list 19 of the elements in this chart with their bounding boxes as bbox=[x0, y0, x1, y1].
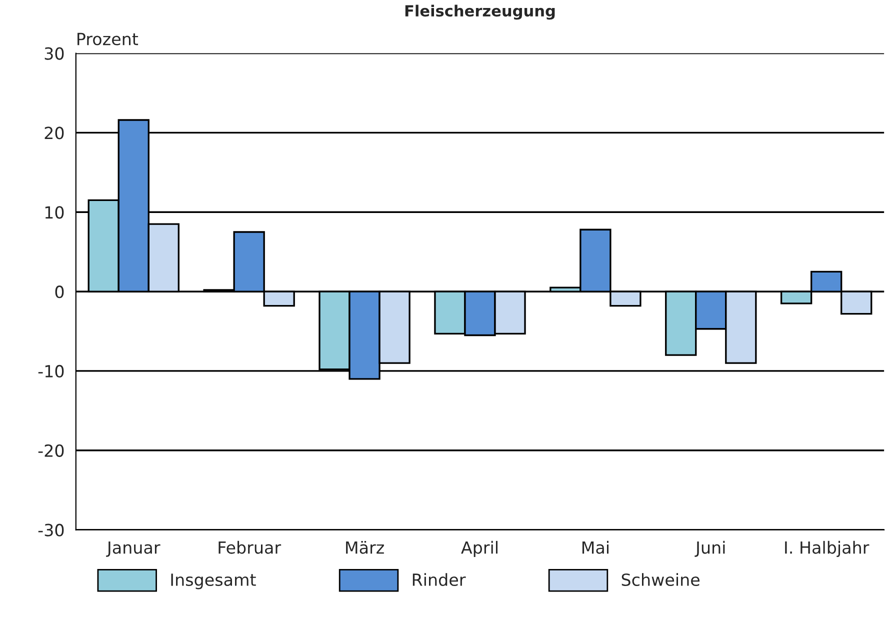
legend-label: Insgesamt bbox=[171, 574, 256, 590]
x-tick-label: Februar bbox=[218, 540, 282, 554]
y-tick-label: 10 bbox=[45, 206, 64, 219]
y-tick-label: -30 bbox=[38, 524, 64, 536]
y-tick-label: -10 bbox=[38, 364, 64, 378]
y-tick-label: 20 bbox=[44, 126, 64, 140]
y-tick-label: -20 bbox=[38, 444, 64, 457]
y-axis-title: Prozent bbox=[78, 32, 138, 46]
x-tick-label: April bbox=[461, 540, 498, 558]
x-tick-label: März bbox=[346, 540, 384, 554]
y-tick-label: 30 bbox=[44, 47, 64, 60]
y-tick-label: 0 bbox=[55, 286, 64, 298]
legend-label: Schweine bbox=[622, 573, 700, 586]
legend-label: Rinder bbox=[412, 573, 466, 586]
x-tick-label: Mai bbox=[582, 540, 608, 554]
x-tick-label: Juni bbox=[694, 540, 725, 557]
chart-title: Fleischerzeugung bbox=[405, 4, 555, 20]
x-tick-label: Januar bbox=[106, 541, 160, 557]
x-tick-label: I. Halbjahr bbox=[785, 540, 870, 558]
